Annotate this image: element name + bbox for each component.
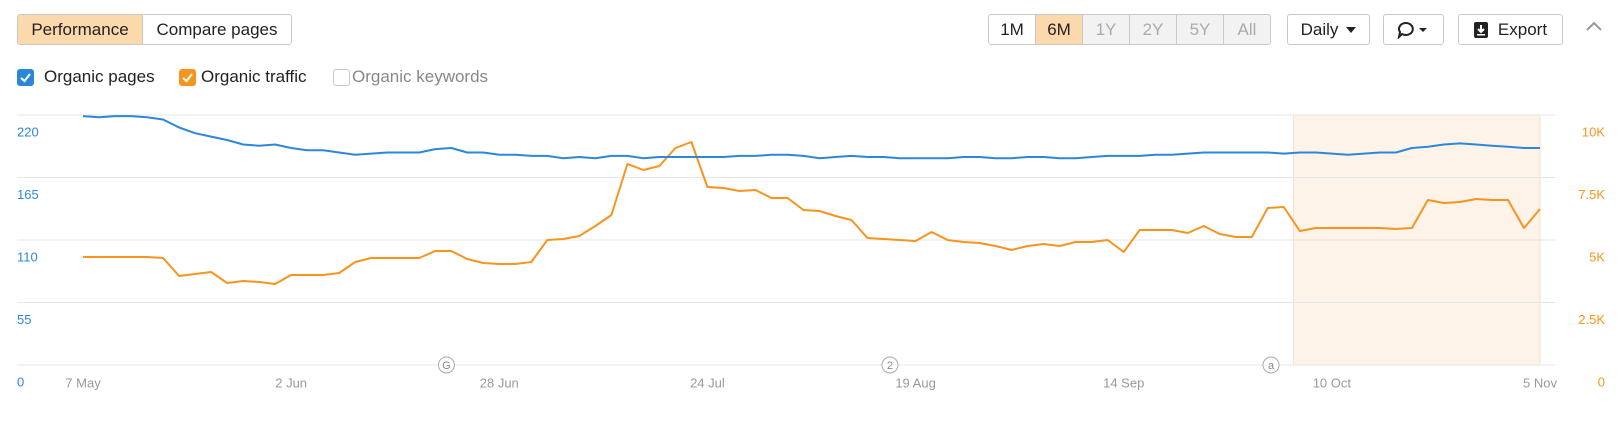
y2-tick-label: 2.5K [1578, 312, 1605, 327]
y2-tick-label: 0 [1598, 374, 1605, 389]
x-tick-label: 2 Jun [275, 375, 307, 390]
y2-tick-label: 7.5K [1578, 187, 1605, 202]
interval-label: Daily [1300, 19, 1339, 39]
y2-tick-label: 5K [1589, 249, 1605, 264]
series-line [83, 141, 1541, 285]
annotation-marker [881, 356, 899, 374]
legend-label[interactable]: Organic pages [44, 67, 155, 86]
legend-checkbox[interactable] [179, 69, 196, 86]
tab-button[interactable]: Compare pages [142, 14, 292, 45]
annotation-marker [1262, 356, 1280, 374]
dropdown-arrow [1346, 26, 1357, 33]
comment-button[interactable] [1383, 14, 1444, 45]
x-tick-label: 7 May [65, 375, 101, 390]
x-tick-label: 24 Jul [690, 375, 725, 390]
interval-dropdown[interactable]: Daily [1287, 14, 1370, 45]
export-label: Export [1497, 19, 1548, 39]
x-tick-label: 10 Oct [1313, 375, 1352, 390]
x-tick-label: 28 Jun [480, 375, 519, 390]
annotation-marker [437, 356, 455, 374]
range-button: All [1223, 14, 1271, 45]
export-button[interactable]: Export [1458, 14, 1563, 45]
legend-checkbox[interactable] [17, 69, 34, 86]
check-mark [20, 73, 31, 83]
range-button: 1Y [1082, 14, 1130, 45]
range-button[interactable]: 1M [988, 14, 1036, 45]
y-tick-label: 0 [17, 374, 24, 389]
annotation-label: G [442, 360, 451, 372]
annotation-label: a [1268, 360, 1275, 372]
collapse-chevron[interactable] [1585, 20, 1603, 34]
y-tick-label: 55 [17, 312, 31, 327]
export-icon [1473, 21, 1488, 38]
x-tick-label: 5 Nov [1523, 375, 1557, 390]
x-tick-label: 14 Sep [1103, 375, 1144, 390]
y-tick-label: 110 [17, 249, 38, 264]
tab-button[interactable]: Performance [17, 14, 143, 45]
y-tick-label: 165 [17, 187, 39, 202]
annotation-label: 2 [887, 360, 893, 372]
legend-label[interactable]: Organic traffic [201, 67, 307, 86]
check-mark [182, 73, 193, 83]
legend-label[interactable]: Organic keywords [352, 67, 489, 86]
comment-icon [1397, 21, 1427, 39]
y2-tick-label: 10K [1582, 124, 1605, 139]
series-line [82, 115, 1540, 160]
x-tick-label: 19 Aug [895, 375, 936, 390]
legend-checkbox[interactable] [333, 69, 350, 86]
y-tick-label: 220 [17, 124, 39, 139]
range-button: 5Y [1176, 14, 1224, 45]
